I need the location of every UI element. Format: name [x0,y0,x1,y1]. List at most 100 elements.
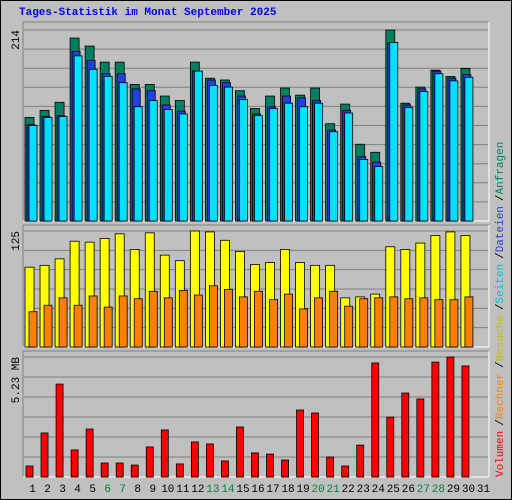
bar [341,465,350,478]
x-tick-label: 21 [327,484,341,496]
legend: Volumen/Rechner/Besuche/Seiten/Dateien/A… [495,142,507,477]
bar [178,289,188,348]
bar [88,295,98,348]
bar [371,362,380,478]
bar [73,55,83,222]
x-tick-label: 18 [281,484,294,496]
x-tick-label: 22 [342,484,355,496]
bar [208,285,218,348]
bar [70,449,79,478]
bar [326,456,335,478]
bar [356,444,365,478]
bar [25,465,34,478]
bar [224,289,233,348]
x-tick-label: 7 [119,484,126,496]
x-tick-label: 2 [44,484,51,496]
x-tick-label: 26 [402,484,415,496]
bar [28,311,38,348]
bar [374,166,384,222]
bar [175,463,184,478]
bar [221,460,229,478]
bar [404,298,414,348]
bar [224,86,233,222]
x-tick-label: 4 [74,484,81,496]
legend-entry: Besuche [495,315,507,361]
bar [449,80,459,222]
bar [284,102,293,222]
bar [314,102,324,222]
bar [419,91,429,222]
bar [329,131,339,222]
y-tick-label: 214 [11,30,23,50]
bar [178,113,188,222]
bar [464,76,474,222]
x-tick-label: 13 [206,484,219,496]
bar [43,304,53,348]
bar [58,116,68,222]
bar [133,298,143,348]
bar [434,299,444,348]
x-tick-label: 6 [104,484,111,496]
bar [359,159,369,222]
bar [329,290,339,348]
bar [266,453,274,478]
bar [269,299,278,348]
legend-separator: / [495,194,507,201]
bar [115,462,124,478]
legend-entry: Anfragen [495,142,507,195]
x-tick-label: 8 [134,484,141,496]
legend-separator: / [495,361,507,368]
bar [314,297,324,348]
bar [449,299,459,348]
bar [163,109,173,222]
bar [85,428,94,478]
bar [193,70,203,222]
bar [55,383,64,478]
bar [254,290,263,348]
legend-separator: / [495,419,507,426]
legend-entry: Rechner [495,373,507,419]
bar [281,459,289,478]
bar [311,412,320,478]
x-tick-label: 27 [417,484,430,496]
chart-title: Tages-Statistik im Monat September 2025 [19,7,277,19]
x-tick-label: 3 [59,484,66,496]
bar [130,464,139,478]
bar [193,294,203,348]
bar [419,297,429,348]
bar [401,392,410,478]
bar [299,308,308,348]
bar [239,296,248,348]
bar [251,452,259,478]
x-tick-label: 30 [462,484,475,496]
bar [389,42,399,222]
bar [118,295,128,348]
bar [148,100,158,222]
x-tick-label: 16 [251,484,264,496]
x-tick-label: 19 [296,484,309,496]
x-tick-label: 20 [312,484,325,496]
bar [43,117,53,222]
y-tick-label: 5.23 MB [11,357,23,404]
bar [103,76,113,222]
bar [103,306,113,348]
bar [386,416,395,478]
bar [299,106,308,222]
bar [58,297,68,348]
legend-separator: / [495,252,507,259]
bar [269,108,278,222]
bar [239,99,248,222]
bar [296,409,304,478]
bar [88,68,98,222]
bar [208,84,218,222]
bar [344,305,354,348]
bar [431,361,440,478]
x-tick-label: 11 [176,484,190,496]
x-tick-label: 23 [357,484,370,496]
bar [404,107,414,222]
x-tick-label: 29 [447,484,460,496]
legend-entry: Volumen [495,431,507,477]
legend-entry: Seiten [495,264,507,304]
